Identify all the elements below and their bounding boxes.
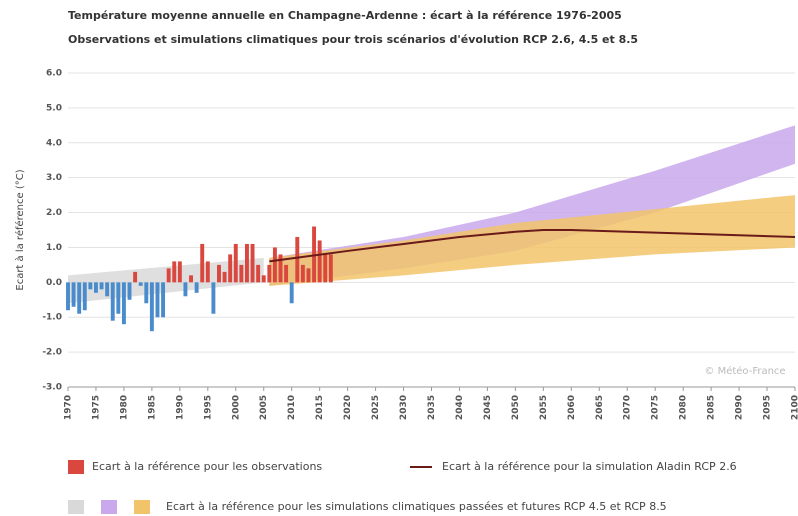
y-tick-label: 5.0 <box>46 103 62 113</box>
x-tick-label: 1990 <box>175 395 185 420</box>
chart-title: Température moyenne annuelle en Champagn… <box>68 9 622 22</box>
bar <box>133 271 138 283</box>
bar <box>205 261 210 283</box>
bar <box>94 282 98 293</box>
x-tick-label: 2085 <box>707 395 717 420</box>
bar <box>323 254 328 283</box>
bar <box>194 282 199 293</box>
y-tick-label: 6.0 <box>46 69 62 79</box>
bar <box>306 268 311 283</box>
x-tick-label: 2070 <box>623 395 633 420</box>
bar <box>66 282 70 311</box>
x-tick-label: 2010 <box>287 395 297 420</box>
x-tick-label: 2095 <box>763 395 773 420</box>
bar <box>211 282 216 314</box>
x-tick-label: 2055 <box>539 395 549 420</box>
y-tick-label: 0.0 <box>46 278 62 288</box>
y-tick-label: -2.0 <box>42 348 62 358</box>
bar <box>88 282 93 290</box>
bar <box>239 264 244 283</box>
bar <box>138 282 143 286</box>
bar <box>200 243 205 283</box>
bar <box>177 261 182 283</box>
x-tick-label: 2045 <box>483 395 493 420</box>
x-tick-label: 2035 <box>427 395 437 420</box>
x-tick-label: 2040 <box>455 395 465 420</box>
bar <box>172 261 177 283</box>
bar <box>77 282 82 314</box>
legend-swatch <box>68 460 84 474</box>
legend-label: Ecart à la référence pour la simulation … <box>442 460 737 473</box>
bar <box>289 282 294 304</box>
bar <box>144 282 149 304</box>
bar <box>222 271 227 283</box>
bar <box>183 282 188 297</box>
legend-swatch <box>68 500 84 514</box>
x-tick-label: 1975 <box>91 395 101 420</box>
bar <box>71 282 76 307</box>
bar <box>317 240 322 283</box>
bar <box>272 247 277 283</box>
y-tick-label: 1.0 <box>46 243 62 253</box>
x-tick-label: 2030 <box>399 395 409 420</box>
band <box>269 195 795 286</box>
y-tick-label: -3.0 <box>42 383 62 393</box>
bar <box>295 236 300 283</box>
bar <box>228 254 233 283</box>
chart-subtitle: Observations et simulations climatiques … <box>68 33 638 46</box>
bar <box>99 282 104 290</box>
bar <box>267 264 272 283</box>
bar <box>256 264 261 283</box>
bar <box>116 282 121 314</box>
x-tick-label: 2015 <box>315 395 325 420</box>
bar <box>121 282 126 325</box>
bar <box>149 282 154 332</box>
x-tick-label: 1970 <box>64 395 74 420</box>
bar <box>155 282 160 318</box>
legend-swatch <box>134 500 150 514</box>
bar <box>300 264 305 283</box>
bar <box>82 282 87 311</box>
bar <box>110 282 115 321</box>
bar <box>217 264 221 283</box>
x-tick-label: 2005 <box>259 395 269 420</box>
x-tick-label: 1980 <box>119 395 129 420</box>
bar <box>284 264 289 283</box>
bar <box>250 243 255 283</box>
bar <box>166 268 171 283</box>
legend-label: Ecart à la référence pour les simulation… <box>166 500 667 513</box>
y-tick-label: -1.0 <box>42 313 62 323</box>
y-tick-label: 2.0 <box>46 208 62 218</box>
x-tick-label: 2100 <box>791 395 798 420</box>
bar <box>261 275 266 283</box>
bar <box>161 282 166 318</box>
x-tick-label: 2025 <box>371 395 381 420</box>
bar <box>189 275 193 283</box>
x-tick-label: 2080 <box>679 395 689 420</box>
x-tick-label: 2065 <box>595 395 605 420</box>
x-tick-label: 1985 <box>147 395 157 420</box>
x-tick-label: 2020 <box>343 395 353 420</box>
bar <box>278 254 283 283</box>
y-tick-label: 4.0 <box>46 138 62 148</box>
bar <box>244 243 249 283</box>
x-tick-label: 1995 <box>203 395 213 420</box>
y-tick-label: 3.0 <box>46 173 62 183</box>
legend-swatch <box>101 500 117 514</box>
bar <box>105 282 110 297</box>
line <box>269 229 796 263</box>
bar <box>328 254 333 283</box>
y-axis-label: Ecart à la référence (°C) <box>14 169 26 290</box>
x-tick-label: 2090 <box>735 395 745 420</box>
x-tick-label: 2050 <box>511 395 521 420</box>
watermark: © Météo-France <box>704 365 785 377</box>
x-tick-label: 2075 <box>651 395 661 420</box>
bar <box>233 243 238 283</box>
legend-label: Ecart à la référence pour les observatio… <box>92 460 322 473</box>
bar <box>127 282 132 300</box>
x-tick-label: 2060 <box>567 395 577 420</box>
x-tick-label: 2000 <box>231 395 241 420</box>
